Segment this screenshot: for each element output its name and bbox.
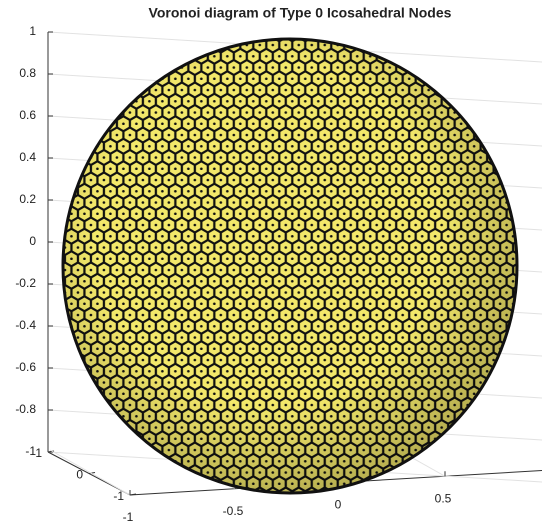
z-tick-label: 0.4 xyxy=(19,150,36,164)
z-tick-label: 0.2 xyxy=(19,192,36,206)
x-tick-label: -0.5 xyxy=(223,504,244,518)
x-tick-label: 0.5 xyxy=(435,491,452,505)
grid-line xyxy=(49,449,131,496)
z-tick-label: -0.6 xyxy=(15,360,36,374)
sphere xyxy=(62,38,518,494)
tick-mark xyxy=(88,472,96,474)
x-tick-label: 0 xyxy=(335,498,342,512)
z-tick-label: 1 xyxy=(29,24,36,38)
y-tick-label: 0 xyxy=(76,468,83,482)
z-tick-label: -1 xyxy=(25,444,36,458)
tick-mark xyxy=(129,493,137,496)
sphere-shade xyxy=(62,38,518,494)
x-tick-label: -1 xyxy=(123,510,134,524)
z-tick-label: 0 xyxy=(29,234,36,248)
y-tick-label: -1 xyxy=(113,489,124,503)
z-tick-label: 0.6 xyxy=(19,108,36,122)
z-tick-label: -0.8 xyxy=(15,402,36,416)
chart-title: Voronoi diagram of Type 0 Icosahedral No… xyxy=(149,5,452,21)
z-tick-label: -0.2 xyxy=(15,276,36,290)
sphere-rim xyxy=(61,37,519,495)
y-tick-label: 1 xyxy=(35,446,42,460)
z-tick-label: -0.4 xyxy=(15,318,36,332)
z-tick-label: 0.8 xyxy=(19,66,36,80)
